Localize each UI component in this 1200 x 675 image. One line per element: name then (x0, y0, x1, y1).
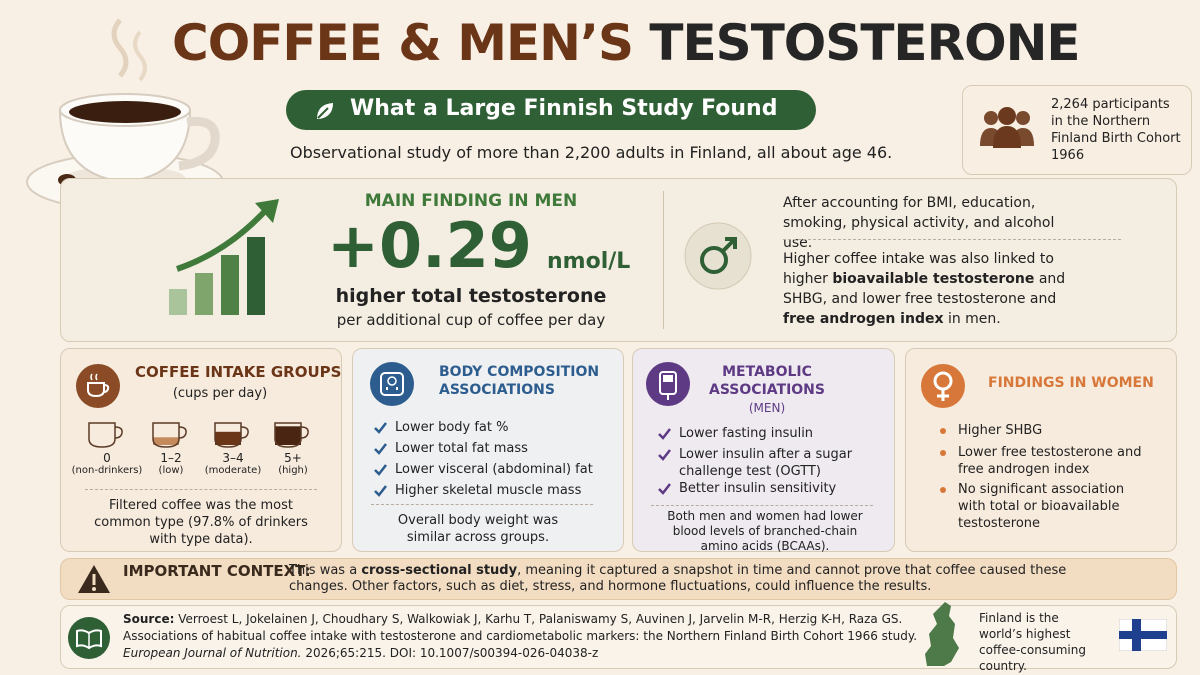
small-cup (274, 422, 309, 448)
card-subtitle: (MEN) (748, 401, 786, 415)
warning-icon (78, 565, 110, 593)
participants-text: 2,264 participants in the Northern Finla… (1051, 97, 1181, 163)
source-journal: European Journal of Nutrition. (123, 646, 302, 660)
card-title: BODY COMPOSITION ASSOCIATIONS (439, 364, 600, 398)
emphasis: cross-sectional study (361, 563, 518, 578)
main-finding-label: MAIN FINDING IN MEN (364, 191, 578, 211)
text-segment: , meaning it captured a snapshot in time… (289, 563, 1067, 594)
check-icon (658, 428, 671, 440)
card-note: Overall body weight was similar across g… (397, 513, 559, 545)
source-text: Source: Verroest L, Jokelainen J, Choudh… (123, 611, 943, 662)
leaf-icon (317, 103, 333, 119)
text-segment: and SHBG, and lower free testosterone an… (783, 271, 1066, 307)
list-item: Lower free testosterone and free androge… (958, 445, 1142, 477)
bullet (940, 487, 946, 493)
list-item: Higher skeletal muscle mass (395, 483, 582, 498)
card-note: Both men and women had lower blood level… (667, 509, 863, 553)
bullet (940, 450, 946, 456)
source-label: Source: (123, 612, 175, 626)
list-item: Higher SHBG (958, 423, 1043, 438)
group-label: (high) (278, 465, 308, 476)
check-icon (658, 449, 671, 461)
metabolic-card: METABOLIC ASSOCIATIONS (MEN) Lower fasti… (632, 348, 895, 553)
finland-flag (1119, 619, 1167, 651)
card-title: METABOLIC ASSOCIATIONS (709, 364, 825, 398)
divider (663, 191, 664, 329)
check-icon (374, 485, 387, 497)
main-finding-value: +0.29 (327, 209, 532, 282)
context-bar: IMPORTANT CONTEXT: This was a cross-sect… (60, 558, 1177, 600)
bullet (940, 428, 946, 434)
check-icon (374, 464, 387, 476)
card-title: FINDINGS IN WOMEN (988, 375, 1154, 391)
list-item: Better insulin sensitivity (679, 481, 837, 496)
emphasis: bioavailable testosterone (832, 271, 1035, 287)
additional-findings: Higher coffee intake was also linked to … (783, 249, 1083, 329)
finland-map (925, 602, 959, 666)
women-card: FINDINGS IN WOMEN Higher SHBG Lower free … (905, 348, 1177, 552)
adjustment-text: After accounting for BMI, education, smo… (783, 195, 1055, 251)
list-item: Lower body fat % (395, 420, 509, 435)
main-finding-line2: per additional cup of coffee per day (336, 311, 606, 329)
coffee-groups-card: COFFEE INTAKE GROUPS (cups per day) 0 (no… (60, 348, 342, 552)
female-symbol-icon (921, 364, 965, 408)
male-symbol-icon (684, 222, 752, 290)
small-cup (152, 422, 187, 448)
small-cup (214, 422, 249, 448)
main-finding-line1: higher total testosterone (335, 285, 607, 307)
main-finding-unit: nmol/L (547, 249, 631, 274)
growth-chart-icon (169, 199, 279, 315)
cup-icon (76, 364, 120, 408)
subtitle-pill: What a Large Finnish Study Found (286, 90, 816, 130)
card-note: Filtered coffee was the most common type… (94, 498, 308, 547)
title: COFFEE & MEN’S TESTOSTERONE (172, 14, 1081, 72)
dashed-divider (371, 504, 593, 505)
main-finding-panel: MAIN FINDING IN MEN +0.29 nmol/L higher … (60, 178, 1177, 342)
body-composition-card: BODY COMPOSITION ASSOCIATIONS Lower body… (352, 348, 624, 552)
participants-box: 2,264 participants in the Northern Finla… (962, 85, 1192, 175)
source-title: Associations of habitual coffee intake w… (123, 629, 918, 643)
card-subtitle: (cups per day) (172, 386, 268, 401)
card-title: COFFEE INTAKE GROUPS (135, 363, 342, 381)
source-citation: 2026;65:215. DOI: 10.1007/s00394-026-040… (305, 646, 599, 660)
check-icon (658, 483, 671, 495)
group-count: 0 (103, 451, 111, 465)
dashed-divider (783, 239, 1121, 240)
finland-fact: Finland is the world’s highest coffee-co… (979, 611, 1086, 673)
small-cup (88, 422, 123, 448)
source-authors: Verroest L, Jokelainen J, Choudhary S, W… (178, 612, 903, 626)
list-item: Lower visceral (abdominal) fat (395, 462, 593, 477)
source-box: Source: Verroest L, Jokelainen J, Choudh… (60, 602, 1177, 673)
check-icon (374, 422, 387, 434)
description: Observational study of more than 2,200 a… (290, 143, 893, 162)
scale-icon (370, 362, 414, 406)
glucose-meter-icon (646, 362, 690, 406)
group-label: (moderate) (204, 465, 262, 476)
group-label: (non-drinkers) (71, 465, 143, 476)
book-icon (68, 617, 110, 659)
dashed-divider (651, 505, 873, 506)
group-count: 5+ (284, 451, 302, 465)
list-item: Lower total fat mass (395, 441, 528, 456)
check-icon (374, 443, 387, 455)
context-label: IMPORTANT CONTEXT: (123, 562, 311, 580)
group-label: (low) (158, 465, 184, 476)
dashed-divider (85, 489, 317, 490)
text-segment: Higher coffee intake was also linked to … (783, 251, 1054, 287)
group-count: 3–4 (222, 451, 244, 465)
context-text: This was a cross-sectional study, meanin… (289, 563, 1119, 595)
subtitle: What a Large Finnish Study Found (350, 96, 778, 121)
group-count: 1–2 (160, 451, 182, 465)
text-segment: in men. (943, 311, 1001, 327)
emphasis: free androgen index (783, 311, 944, 327)
list-item: Lower fasting insulin (679, 426, 814, 441)
text-segment: This was a (289, 563, 362, 578)
people-icon (980, 107, 1034, 148)
list-item: Lower insulin after a sugar challenge te… (679, 447, 853, 479)
list-item: No significant association with total or… (958, 482, 1125, 531)
